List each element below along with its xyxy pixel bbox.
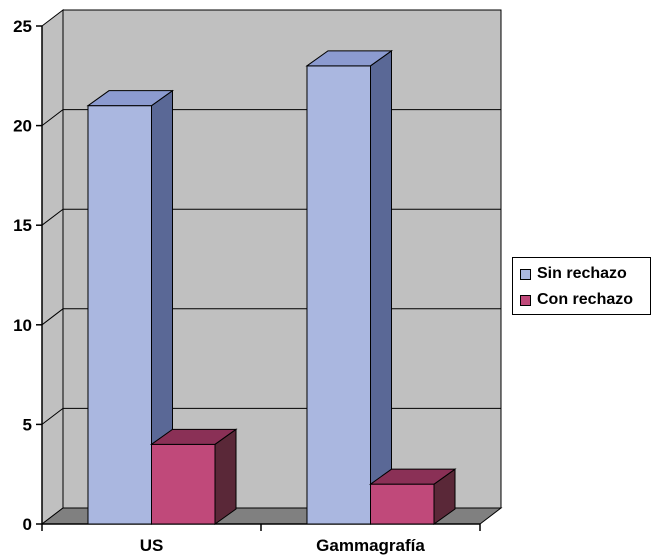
bar-front-gammagraf-a-con-rechazo [370, 483, 435, 525]
y-tick-label-20: 20 [13, 117, 32, 136]
legend-swatch-sin-rechazo [520, 268, 531, 280]
bar-side-us-con-rechazo [214, 428, 237, 525]
legend-label-con-rechazo: Con rechazo [537, 291, 634, 308]
bar-top-gammagraf-a-sin-rechazo [305, 50, 394, 67]
legend-swatch-con-rechazo [520, 294, 531, 306]
y-tick-label-5: 5 [23, 415, 32, 434]
side-wall [41, 8, 64, 526]
y-tick-label-10: 10 [13, 316, 32, 335]
legend-item-con-rechazo: Con rechazo [520, 290, 633, 310]
y-tick-labels: 0 5 10 15 20 25 [13, 17, 32, 534]
bar-front-gammagraf-a-sin-rechazo [306, 65, 371, 525]
bar-top-gammagraf-a-con-rechazo [368, 468, 457, 485]
bar-top-us-con-rechazo [149, 428, 238, 445]
bar-us-con-rechazo [149, 428, 238, 525]
x-tick-labels: US Gammagrafía [140, 536, 426, 555]
y-tick-label-15: 15 [13, 216, 32, 235]
legend-item-sin-rechazo: Sin rechazo [520, 264, 627, 284]
legend: Sin rechazo Con rechazo [512, 257, 651, 315]
bar-front-us-con-rechazo [151, 443, 216, 525]
bar-front-us-sin-rechazo [87, 105, 152, 525]
bar-us-sin-rechazo [86, 89, 175, 525]
bar-side-gammagraf-a-sin-rechazo [370, 49, 392, 525]
legend-label-sin-rechazo: Sin rechazo [537, 265, 627, 282]
x-tick-label-1: Gammagrafía [316, 536, 425, 555]
bar-gammagraf-a-con-rechazo [368, 468, 457, 525]
bars [86, 49, 457, 525]
bar-gammagraf-a-sin-rechazo [305, 49, 394, 525]
y-tick-label-0: 0 [23, 515, 32, 534]
y-tick-label-25: 25 [13, 17, 32, 36]
x-tick-label-0: US [140, 536, 164, 555]
bar-top-us-sin-rechazo [86, 90, 175, 107]
